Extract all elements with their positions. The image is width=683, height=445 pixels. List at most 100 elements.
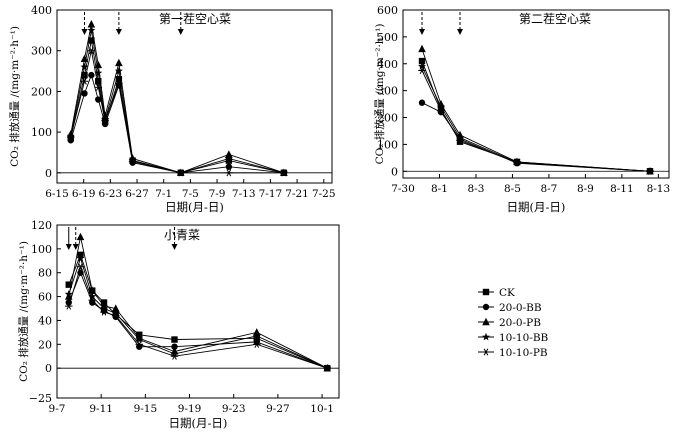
x-tick-label: 7-5	[182, 188, 199, 200]
x-axis-label: 日期(月-日)	[169, 416, 228, 430]
data-point-10-10-PB	[280, 169, 288, 177]
data-point-10-10-PB	[513, 159, 521, 167]
y-tick-label: 0	[391, 165, 398, 178]
y-tick-label: 400	[31, 4, 52, 17]
data-point-10-10-PB-stroke	[324, 364, 330, 372]
fertilization-arrow-head	[171, 244, 178, 250]
x-tick-label: 9-11	[89, 403, 113, 415]
data-point-10-10-PB	[111, 312, 120, 320]
x-tick-label: 7-21	[285, 188, 309, 200]
x-tick-label: 9-27	[266, 403, 290, 415]
data-point-10-10-PB-stroke	[68, 133, 74, 141]
y-tick-label: 100	[31, 243, 52, 256]
data-point-10-10-PB-stroke	[116, 79, 122, 87]
data-point-10-10-PB-stroke	[89, 296, 95, 304]
data-point-10-10-PB	[456, 136, 464, 144]
x-tick-label: 7-13	[232, 188, 256, 200]
data-point-20-0-BB	[67, 137, 74, 144]
data-point-10-10-PB-stroke	[438, 107, 444, 115]
x-tick-label: 10-1	[310, 403, 334, 415]
series-line-10-10-BB	[70, 30, 285, 174]
data-point-10-10-BB	[252, 331, 261, 340]
data-point-10-10-BB	[135, 335, 144, 343]
data-point-CK	[88, 37, 95, 44]
series-line-CK	[421, 60, 651, 172]
data-point-10-10-PB	[115, 79, 123, 87]
data-point-20-0-BB	[89, 299, 96, 306]
data-point-10-10-PB	[135, 340, 144, 348]
x-tick-label: 8-1	[431, 183, 448, 195]
x-tick-label: 9-19	[178, 403, 202, 415]
x-tick-label: 6-23	[99, 188, 123, 200]
data-point-10-10-PB-stroke	[78, 263, 83, 271]
data-point-10-10-PB	[64, 302, 73, 310]
data-point-10-10-PB	[225, 169, 233, 177]
plot-frame	[56, 224, 340, 399]
legend-label: 20-0-BB	[499, 302, 542, 314]
data-point-CK	[418, 57, 426, 65]
data-point-10-10-PB	[437, 107, 445, 115]
fertilization-arrow-head	[419, 29, 425, 35]
x-tick-label: 8-11	[610, 183, 634, 195]
data-point-20-0-BB	[81, 90, 88, 97]
y-tick-label: 600	[377, 4, 398, 17]
y-axis-label: CO₂ 排放通量 /(mg·m⁻²·h⁻¹)	[17, 241, 30, 382]
data-point-10-10-PB	[87, 47, 96, 55]
x-tick-label: 8-3	[467, 183, 484, 195]
legend-label: 20-0-PB	[499, 317, 541, 329]
data-point-10-10-PB-stroke	[254, 340, 260, 348]
chart-title: 第二茬空心菜	[519, 12, 591, 26]
y-tick-label: −25	[29, 392, 52, 405]
data-point-10-10-PB	[101, 117, 109, 125]
fertilization-arrow-head	[65, 244, 72, 250]
data-point-10-10-PB-stroke	[514, 159, 520, 167]
x-tick-label: 6-19	[72, 188, 96, 200]
data-point-10-10-PB	[323, 364, 332, 372]
data-point-10-10-BB	[64, 290, 73, 298]
fertilization-arrow-head	[115, 29, 122, 35]
legend-marker-asterisk	[482, 348, 490, 356]
data-point-10-10-BB	[87, 26, 96, 34]
data-point-10-10-PB	[88, 296, 97, 304]
y-tick-label: 20	[38, 338, 52, 351]
x-tick-label: 9-23	[222, 403, 246, 415]
legend: CK 20-0-BB 20-0-PB 10-10-BB 10-10-PB	[478, 287, 549, 359]
data-point-10-10-BB	[76, 254, 85, 262]
chart-panel-bok-choy: −25 0 20 40 60 80 100 120 9-7 9-11 9-15 9-19 9-23 9-2…	[17, 219, 340, 430]
x-tick-label: 7-1	[155, 188, 172, 200]
x-tick-label: 7-30	[391, 183, 415, 195]
x-tick-label: 7-17	[259, 188, 283, 200]
y-tick-label: 300	[377, 85, 398, 98]
fertilization-arrow-head	[457, 29, 463, 35]
legend-marker-circle	[482, 303, 490, 311]
data-point-10-10-PB-stroke	[281, 169, 287, 177]
y-tick-label: 400	[377, 58, 398, 71]
y-tick-label: 40	[38, 314, 52, 327]
data-point-CK	[115, 76, 123, 83]
chart-title: 第一茬空心菜	[159, 12, 231, 26]
data-point-20-0-BB	[253, 338, 260, 346]
x-tick-label: 8-5	[504, 183, 521, 195]
x-tick-label: 6-15	[45, 188, 69, 200]
fertilization-arrow-head	[72, 244, 79, 250]
series-line-10-10-PB	[421, 70, 651, 172]
x-tick-label: 6-27	[125, 188, 149, 200]
data-point-10-10-PB-stroke	[102, 117, 108, 125]
data-point-10-10-BB	[224, 154, 233, 162]
data-point-CK	[95, 78, 102, 85]
data-point-10-10-PB-stroke	[95, 83, 101, 91]
data-point-10-10-PB	[418, 66, 426, 75]
x-tick-label: 7-9	[209, 188, 226, 200]
legend-label: CK	[499, 287, 515, 299]
y-axis-label: CO₂ 排放通量 /(mg·m⁻²·h⁻¹)	[373, 24, 386, 165]
fertilization-arrow-head	[177, 29, 184, 35]
data-point-10-10-PB	[80, 77, 89, 85]
chart-panel-second-crop: 0 100 200 300 400 500 600 7-30 8-1 8-3 8-5 8-7 8-9 8-…	[373, 4, 670, 214]
x-tick-label: 8-9	[577, 183, 594, 195]
y-tick-label: 80	[38, 267, 52, 280]
data-point-10-10-PB-stroke	[89, 47, 94, 55]
data-point-10-10-BB	[114, 66, 123, 75]
series-line-20-0-PB	[421, 48, 651, 172]
data-point-10-10-PB-stroke	[178, 169, 184, 177]
y-axis-label: CO₂ 排放通量 /(mg·m⁻²·h⁻¹)	[8, 26, 21, 167]
